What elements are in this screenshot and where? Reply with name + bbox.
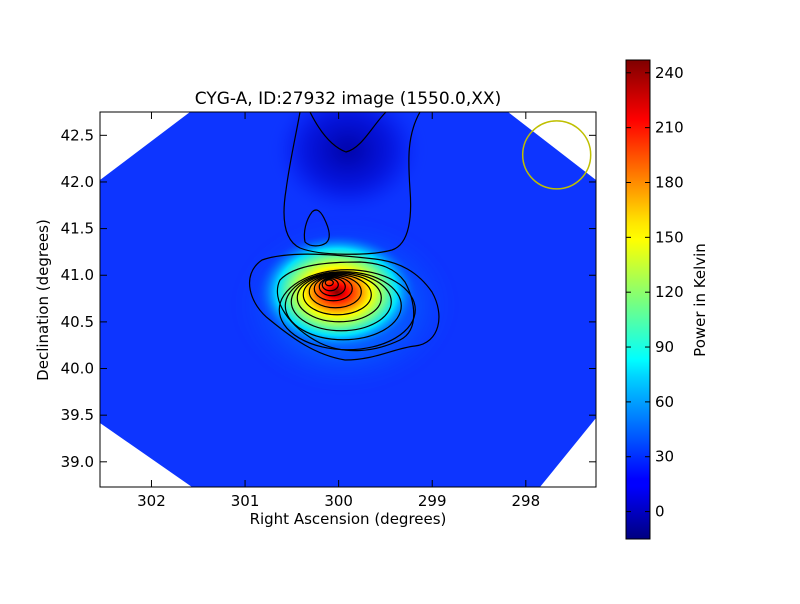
colorbar-tick-label: 30 xyxy=(655,448,674,466)
y-axis: 39.0 39.5 40.0 40.5 41.0 41.5 42.0 42.5 xyxy=(61,126,596,471)
contour-line xyxy=(296,273,382,323)
y-tick-label: 40.0 xyxy=(61,360,94,378)
source-core xyxy=(257,234,417,350)
contour-line xyxy=(324,279,334,287)
contour-line xyxy=(302,274,372,316)
plot-frame xyxy=(99,111,597,488)
y-tick-label: 42.0 xyxy=(61,173,94,191)
colorbar-tick-label: 150 xyxy=(655,228,684,246)
y-tick-label: 40.5 xyxy=(61,313,94,331)
contour-line xyxy=(313,276,353,302)
contour-line xyxy=(309,112,387,153)
colorbar-tick-label: 180 xyxy=(655,173,684,191)
x-axis: 302 301 300 299 298 xyxy=(137,112,540,510)
x-tick-label: 298 xyxy=(511,492,540,510)
x-tick-label: 299 xyxy=(418,492,447,510)
y-tick-label: 39.5 xyxy=(61,406,94,424)
colorbar-ticks: 0 30 60 90 120 150 180 210 240 xyxy=(626,64,684,521)
contour-lines xyxy=(248,112,440,361)
contour-line xyxy=(318,277,346,297)
colorbar-tick-label: 240 xyxy=(655,64,684,82)
y-tick-label: 41.5 xyxy=(61,220,94,238)
heatmap-plot-area xyxy=(100,112,596,487)
colorbar-tick-label: 210 xyxy=(655,119,684,137)
contour-line xyxy=(284,271,402,341)
colorbar: 0 30 60 90 120 150 180 210 240 Power in Kelvin xyxy=(625,59,709,540)
contour-line xyxy=(308,275,362,309)
colorbar-label: Power in Kelvin xyxy=(691,243,709,357)
contour-line xyxy=(290,272,392,332)
y-tick-label: 42.5 xyxy=(61,126,94,144)
x-tick-label: 300 xyxy=(324,492,353,510)
contour-line xyxy=(321,278,339,292)
contour-line xyxy=(248,253,440,361)
colorbar-tick-label: 120 xyxy=(655,283,684,301)
dark-lobe xyxy=(278,112,418,210)
x-axis-label: Right Ascension (degrees) xyxy=(250,510,447,528)
x-tick-label: 301 xyxy=(231,492,260,510)
x-tick-label: 302 xyxy=(137,492,166,510)
contour-line xyxy=(303,209,330,247)
beam-circle xyxy=(521,120,592,190)
colorbar-gradient xyxy=(625,59,651,540)
colorbar-tick-label: 60 xyxy=(655,393,674,411)
y-tick-label: 39.0 xyxy=(61,453,94,471)
colorbar-tick-label: 0 xyxy=(655,503,665,521)
y-axis-label: Declination (degrees) xyxy=(34,219,52,381)
colorbar-tick-label: 90 xyxy=(655,338,674,356)
chart-title: CYG-A, ID:27932 image (1550.0,XX) xyxy=(195,89,501,109)
y-tick-label: 41.0 xyxy=(61,266,94,284)
contour-line xyxy=(283,112,421,255)
contour-line xyxy=(278,269,416,351)
